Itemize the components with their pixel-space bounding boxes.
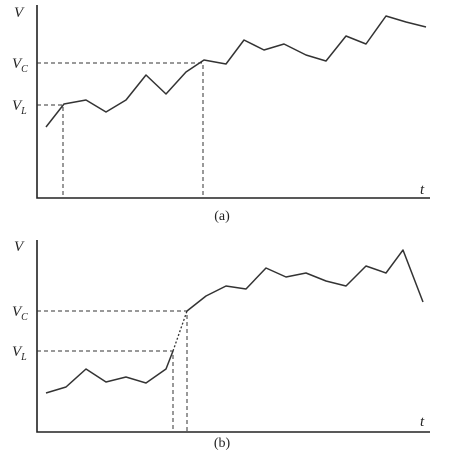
vl-label: VL	[12, 344, 27, 363]
subscript: C	[21, 64, 28, 75]
signal-curve	[186, 249, 424, 312]
vl-guide	[37, 104, 64, 198]
subscript: L	[20, 106, 27, 117]
jump-segment	[172, 310, 188, 352]
x-axis-label: t	[420, 182, 425, 198]
caption: (a)	[214, 209, 230, 224]
signal-curve	[45, 350, 174, 394]
symbol: V	[12, 304, 23, 320]
symbol: V	[12, 56, 23, 72]
symbol: V	[12, 344, 23, 360]
subscript: C	[21, 312, 28, 323]
symbol: V	[12, 98, 23, 114]
vc-guide	[37, 310, 188, 432]
vc-label: VC	[12, 304, 28, 323]
axes	[36, 240, 430, 433]
y-axis-label: V	[14, 239, 25, 255]
panel-b: V t VC VL (b)	[12, 239, 430, 451]
y-axis-label: V	[14, 5, 25, 21]
vl-guide	[37, 350, 174, 432]
panel-a: V t VC VL (a)	[12, 5, 430, 224]
subscript: L	[20, 352, 27, 363]
signal-curve	[45, 15, 427, 128]
x-axis-label: t	[420, 414, 425, 430]
caption: (b)	[214, 436, 231, 451]
axes	[36, 5, 430, 199]
vc-label: VC	[12, 56, 28, 75]
vc-guide	[37, 62, 204, 198]
vl-label: VL	[12, 98, 27, 117]
